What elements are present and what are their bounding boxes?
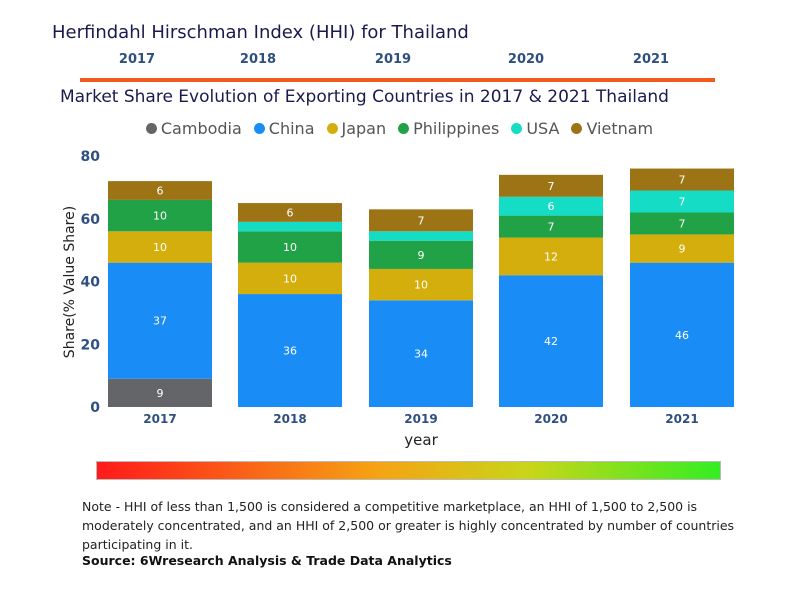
legend-label: USA (526, 119, 560, 138)
y-axis-label: Share(% Value Share) (62, 206, 78, 358)
chart-legend: Cambodia China Japan Philippines USA Vietnam (0, 119, 799, 138)
page-title: Herfindahl Hirschman Index (HHI) for Tha… (52, 22, 469, 43)
source-note: Source: 6Wresearch Analysis & Trade Data… (82, 553, 452, 568)
legend-item-philippines: Philippines (398, 119, 499, 138)
hhi-year: 2019 (374, 52, 412, 67)
bar-segment-vietnam-2018 (238, 203, 342, 222)
bar-segment-vietnam-2020 (499, 174, 603, 197)
bar-segment-usa-2019 (369, 231, 473, 241)
legend-label: Japan (341, 119, 387, 138)
legend-swatch (326, 123, 338, 134)
legend-label: Philippines (413, 119, 500, 138)
x-axis-label: year (404, 431, 438, 449)
y-tick-label: 60 (81, 212, 101, 228)
legend-label: China (268, 119, 315, 138)
hhi-year: 2018 (239, 52, 277, 67)
data-label: 6 (548, 200, 555, 213)
legend-item-usa: USA (511, 119, 559, 138)
data-label: 9 (157, 387, 164, 400)
bar-segment-japan-2017 (108, 231, 212, 263)
x-tick-label: 2020 (534, 412, 567, 426)
hhi-scale-gradient (96, 461, 721, 480)
legend-swatch (253, 123, 265, 134)
legend-item-china: China (253, 119, 315, 138)
legend-label: Cambodia (160, 119, 242, 138)
hhi-year: 2017 (118, 52, 156, 67)
legend-item-cambodia: Cambodia (145, 119, 242, 138)
data-label: 36 (283, 345, 297, 358)
y-tick-label: 20 (81, 337, 101, 353)
x-tick-label: 2019 (404, 412, 437, 426)
data-label: 7 (548, 221, 555, 234)
bar-segment-china-2019 (369, 300, 473, 407)
y-tick-label: 0 (90, 400, 100, 416)
legend-swatch (571, 123, 583, 134)
legend-swatch (511, 123, 523, 134)
data-label: 7 (679, 217, 686, 230)
bar-segment-usa-2018 (238, 221, 342, 232)
legend-item-vietnam: Vietnam (571, 119, 653, 138)
legend-item-japan: Japan (326, 119, 387, 138)
bar-segment-japan-2020 (499, 237, 603, 276)
footnote: Note - HHI of less than 1,500 is conside… (82, 499, 735, 552)
chart-title: Market Share Evolution of Exporting Coun… (60, 87, 669, 107)
data-label: 6 (287, 206, 294, 219)
data-label: 7 (548, 180, 555, 193)
data-label: 10 (283, 241, 297, 254)
bar-segment-philippines-2018 (238, 231, 342, 263)
data-label: 10 (153, 241, 167, 254)
stacked-bar-chart: 0 20 40 60 80 9 37 10 10 6 36 10 10 6 34 10 9 7 42 12 7 6 7 46… (62, 149, 734, 449)
data-label: 12 (544, 250, 558, 263)
bar-segment-usa-2020 (499, 196, 603, 216)
bar-segment-japan-2018 (238, 262, 342, 295)
bar-segment-china-2021 (630, 262, 734, 407)
data-label: 34 (414, 348, 428, 361)
data-label: 46 (675, 329, 689, 342)
y-tick-label: 80 (81, 149, 101, 165)
bar-segment-philippines-2020 (499, 215, 603, 238)
bar-segment-japan-2019 (369, 268, 473, 301)
legend-swatch (145, 123, 157, 134)
bar-segment-vietnam-2017 (108, 181, 212, 200)
bar-segment-cambodia-2017 (108, 378, 212, 407)
hhi-year-strip: 2017 2018 2019 2020 2021 (80, 48, 715, 72)
bar-segment-china-2020 (499, 275, 603, 407)
bar-segment-vietnam-2019 (369, 209, 473, 232)
bar-segment-philippines-2017 (108, 199, 212, 232)
bar-segment-china-2018 (238, 294, 342, 407)
hhi-year: 2021 (632, 52, 670, 67)
data-label: 10 (153, 210, 167, 223)
y-tick-label: 40 (81, 275, 101, 291)
legend-swatch (398, 123, 410, 134)
accent-divider (80, 78, 715, 82)
x-tick-label: 2021 (665, 412, 698, 426)
bar-segment-china-2017 (108, 262, 212, 379)
bar-segment-usa-2021 (630, 190, 734, 213)
x-tick-label: 2017 (143, 412, 176, 426)
data-label: 42 (544, 335, 558, 348)
data-label: 7 (679, 174, 686, 187)
bar-segment-philippines-2019 (369, 240, 473, 269)
data-label: 10 (283, 272, 297, 285)
x-tick-label: 2018 (273, 412, 306, 426)
data-label: 9 (679, 243, 686, 256)
bar-segment-philippines-2021 (630, 212, 734, 235)
data-label: 7 (418, 214, 425, 227)
data-label: 9 (418, 249, 425, 262)
legend-label: Vietnam (586, 119, 654, 138)
data-label: 7 (679, 195, 686, 208)
data-label: 10 (414, 279, 428, 292)
bar-segment-japan-2021 (630, 234, 734, 263)
bar-segment-vietnam-2021 (630, 168, 734, 191)
data-label: 6 (157, 185, 164, 198)
data-label: 37 (153, 315, 167, 328)
hhi-year: 2020 (507, 52, 545, 67)
